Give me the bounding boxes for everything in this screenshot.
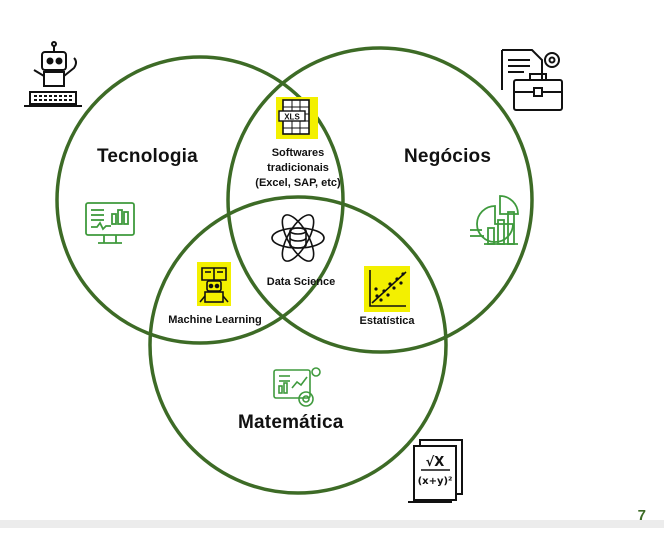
footer-bar: [0, 520, 664, 528]
estatistica-label: Estatística: [359, 315, 415, 327]
robot-book-icon: [197, 262, 231, 306]
negocios-label: Negócios: [404, 146, 492, 167]
softwares-line-3: (Excel, SAP, etc): [255, 177, 341, 189]
tecnologia-circle: [55, 55, 345, 345]
formula-root-text: √X: [426, 455, 445, 470]
atom-database-icon: [271, 214, 325, 262]
softwares-line-2: tradicionais: [267, 162, 329, 174]
spreadsheet-xls-icon: XLS: [276, 97, 318, 139]
matematica-label: Matemática: [238, 412, 344, 433]
xls-label: XLS: [284, 113, 300, 122]
analytics-dashboard-icon: [273, 367, 321, 407]
briefcase-document-icon: [501, 49, 563, 111]
pie-bar-chart-icon: [470, 195, 519, 245]
matematica-circle: [148, 195, 448, 495]
page-number: 7: [637, 507, 646, 524]
monitor-chart-icon: [85, 202, 135, 244]
negocios-circle: [226, 46, 534, 354]
softwares-line-1: Softwares: [271, 147, 325, 159]
scatter-plot-icon: [364, 266, 410, 312]
tecnologia-label: Tecnologia: [97, 146, 198, 167]
softwares-tradicionais-label: Softwares tradicionais (Excel, SAP, etc): [240, 146, 356, 191]
machine-learning-label: Machine Learning: [168, 314, 262, 326]
data-science-label: Data Science: [266, 276, 336, 288]
formula-expr-text: (x+y)²: [418, 476, 453, 487]
robot-icon: [24, 41, 82, 107]
formula-document-icon: √X (x+y)²: [408, 439, 463, 503]
